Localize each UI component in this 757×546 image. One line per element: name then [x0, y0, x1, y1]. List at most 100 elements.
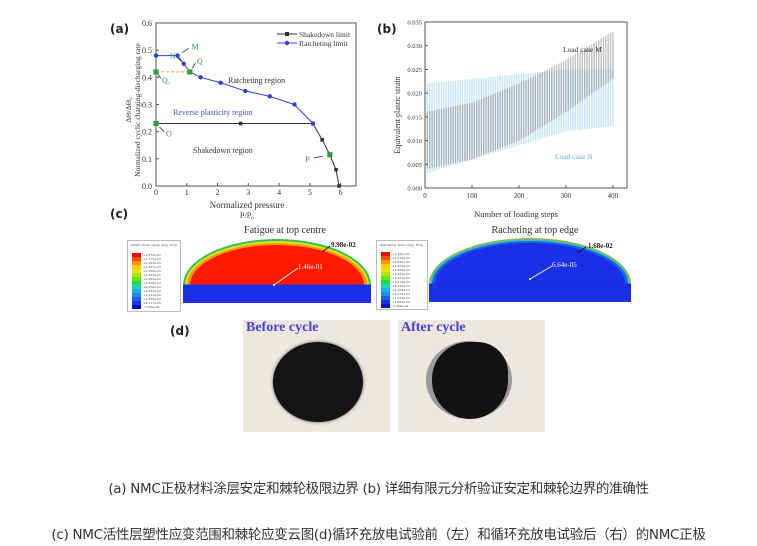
special-point-arrow	[157, 74, 162, 79]
special-point-marker	[327, 152, 333, 158]
fem-right-legend-values: +2.442e-02 +2.239e-02 +2.035e-02 +1.832e-02…	[392, 252, 426, 308]
legend-value: +9.380e-02	[143, 277, 161, 281]
y-tick-label: 0.2	[142, 128, 152, 137]
photo-after-title: After cycle	[401, 320, 466, 335]
special-point-marker	[187, 69, 193, 75]
chart-b-xlabel: Number of loading steps	[474, 209, 558, 219]
legend-value: +8.142e-03	[392, 284, 410, 288]
chart-a-ylabel2: ΔΘ/ΔΘ₀	[124, 97, 133, 123]
x-tick-label: 4	[277, 188, 281, 197]
legend-value: +7.818e-02	[143, 281, 161, 285]
ratcheting-line	[156, 55, 314, 124]
legend-value: +3.131e-02	[143, 293, 161, 297]
colorbar-swatch	[132, 297, 141, 301]
special-point-label: Q	[197, 57, 203, 66]
legend-value: +6.256e-02	[143, 285, 161, 289]
special-point-marker	[153, 120, 159, 127]
fem-left-contour: 1.46e-01 9.98e-02	[183, 239, 371, 303]
colorbar-swatch	[132, 293, 141, 297]
colorbar-swatch	[132, 281, 141, 285]
colorbar-swatch	[381, 300, 390, 304]
ratcheting-point	[243, 88, 248, 94]
fem-right-max-label: 1.68e-02	[588, 242, 613, 250]
legend-value: +1.250e-01	[143, 269, 161, 273]
region-shakedown: Shakedown region	[193, 146, 253, 155]
fem-right-colorbar	[381, 252, 390, 308]
colorbar-swatch	[381, 280, 390, 284]
ratcheting-point	[310, 121, 316, 126]
special-point-arrow	[191, 62, 196, 69]
fem-left-legend-title: Plastic strain range (Avg: 75%)	[131, 243, 178, 247]
legend-value: +1.425e-02	[392, 272, 410, 276]
colorbar-swatch	[132, 289, 141, 293]
legend-marker-shakedown	[285, 32, 289, 36]
legend-value: +2.239e-02	[392, 256, 410, 260]
special-point-label: O	[166, 130, 172, 139]
y-tick-label: 0.035	[407, 20, 422, 27]
ratcheting-point	[267, 94, 273, 99]
photo-after-cycle: After cycle	[398, 320, 545, 432]
chart-a-xlabel: Normalized pressure	[210, 200, 285, 210]
colorbar-swatch	[132, 285, 141, 289]
chart-a-ylabel: Normalized cyclic charging-discharging r…	[133, 43, 142, 177]
legend-value: +1.094e-01	[143, 273, 161, 277]
special-point-arrow	[177, 57, 182, 62]
x-tick-label: 0	[423, 192, 427, 200]
colorbar-swatch	[381, 276, 390, 280]
fem-right-legend: Ratcheting strain (Avg: 75%) +2.442e-02 +…	[376, 240, 428, 310]
colorbar-swatch	[381, 304, 390, 308]
shakedown-point	[238, 121, 243, 126]
ratcheting-point	[218, 80, 223, 85]
panel-label-c: (c)	[110, 207, 129, 221]
legend-value: +1.719e-01	[143, 257, 161, 261]
colorbar-swatch	[132, 253, 141, 257]
panel-label-a: (a)	[110, 22, 130, 36]
y-tick-label: 0.6	[142, 19, 152, 28]
colorbar-swatch	[132, 305, 141, 309]
label-load-case-m: Load case M	[563, 45, 602, 54]
y-tick-label: 0.5	[142, 46, 152, 55]
fem-left-max-label: 9.98e-02	[331, 241, 356, 249]
electrode-disc-after-coating	[432, 342, 508, 419]
shakedown-point	[337, 184, 341, 188]
legend-value: +1.832e-02	[392, 264, 410, 268]
x-tick-label: 0	[154, 188, 158, 197]
legend-value: +1.875e-01	[143, 253, 161, 257]
caption-line-2: (c) NMC活性层塑性应变范围和棘轮应变云图(d)循环充放电试验前（左）和循环…	[51, 527, 706, 543]
x-tick-label: 400	[608, 192, 619, 200]
colorbar-swatch	[132, 301, 141, 305]
panel-label-d: (d)	[170, 324, 190, 338]
x-tick-label: 1	[185, 188, 189, 197]
colorbar-swatch	[132, 277, 141, 281]
chart-b-ylabel: Equivalent plastic strain	[393, 76, 402, 153]
fem-left-title: Fatigue at top centre	[244, 225, 326, 236]
ratcheting-point	[153, 53, 159, 58]
legend-value: +2.039e-03	[392, 296, 410, 300]
fem-left-legend-values: +1.875e-01 +1.719e-01 +1.563e-01 +1.407e-01…	[143, 253, 179, 309]
legend-value: +8.117e-05	[143, 301, 161, 305]
legend-value: +1.407e-01	[143, 265, 161, 269]
special-point-label: P	[305, 155, 310, 164]
legend-value: +4.694e-02	[143, 289, 161, 293]
ratcheting-point	[198, 75, 203, 80]
ratcheting-point	[181, 61, 186, 66]
x-tick-label: 100	[467, 192, 478, 200]
special-point-label: N	[170, 52, 176, 61]
legend-value: +1.221e-02	[392, 276, 410, 280]
label-load-case-n: Load case N	[555, 152, 593, 161]
special-point-label: Q₁	[162, 76, 171, 85]
colorbar-swatch	[381, 268, 390, 272]
y-tick-label: 0.005	[407, 162, 422, 169]
fem-left-colorbar	[132, 253, 141, 309]
y-tick-label: 0.015	[407, 114, 422, 121]
colorbar-swatch	[132, 273, 141, 277]
y-tick-label: 0.010	[407, 138, 422, 145]
colorbar-swatch	[381, 264, 390, 268]
y-tick-label: 0.020	[407, 91, 422, 98]
colorbar-swatch	[381, 288, 390, 292]
chart-a: 0 1 2 3 4 5 6 0.0 0.1 0.2 0.3 0.4 0.5 0.6 Normalized …	[124, 19, 357, 220]
legend-value: +6.108e-03	[392, 288, 410, 292]
legend-value: +1.018e-02	[392, 280, 410, 284]
legend-value: +4.073e-03	[392, 292, 410, 296]
x-tick-label: 2	[216, 188, 220, 197]
